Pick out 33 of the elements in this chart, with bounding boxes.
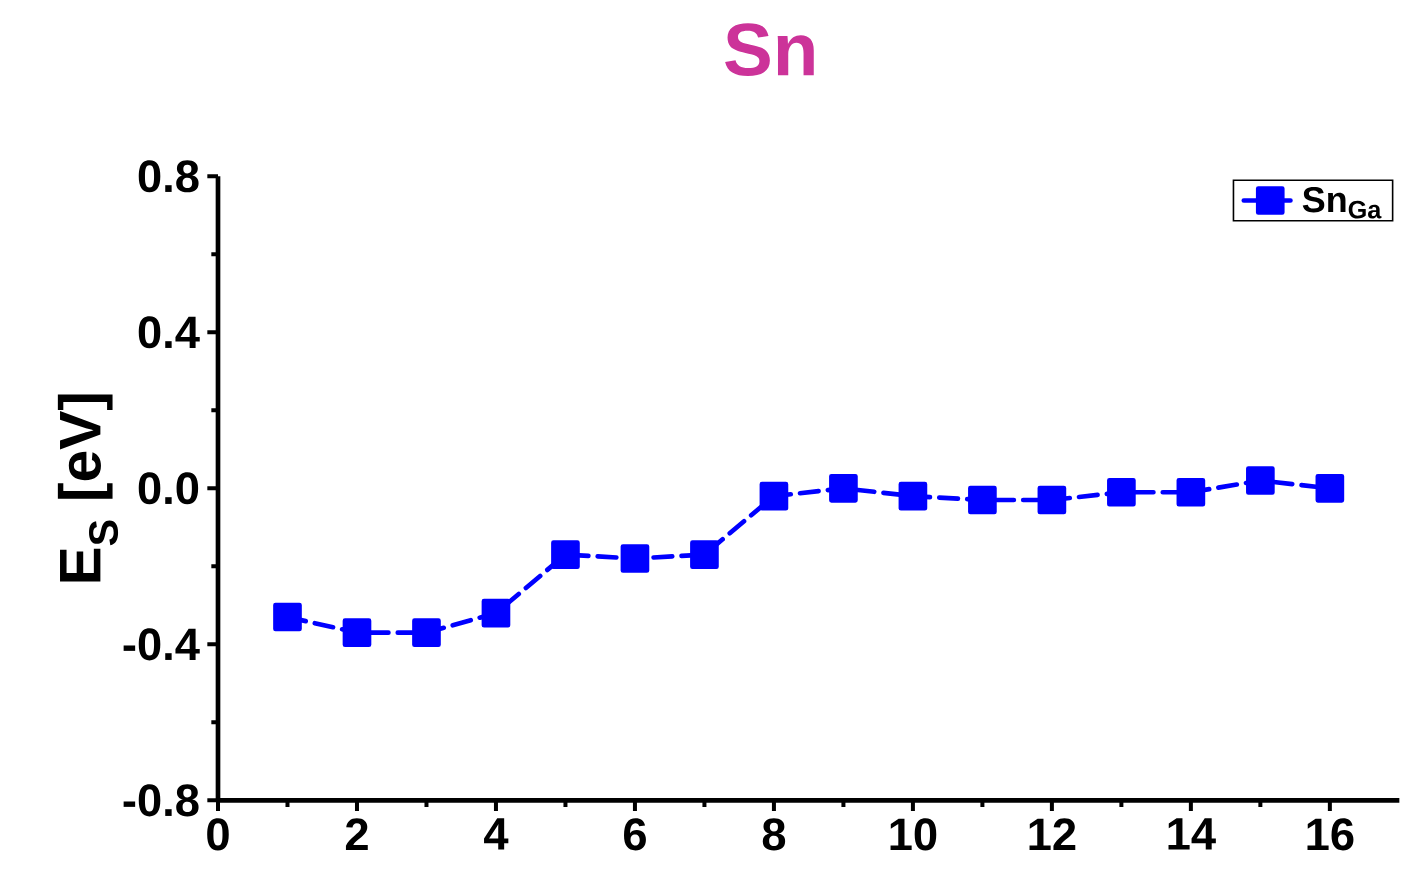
x-tick-label: 8 — [762, 818, 786, 851]
point — [481, 598, 511, 628]
point — [412, 618, 441, 647]
x-tick-label: 12 — [1029, 818, 1076, 851]
point — [342, 618, 372, 647]
x-tick-label: 16 — [1307, 818, 1354, 851]
point — [1315, 473, 1345, 503]
point — [898, 481, 928, 511]
point — [1176, 477, 1206, 507]
y-tick-label: 0.0 — [138, 472, 199, 505]
x-tick-label: 10 — [890, 818, 937, 851]
point — [620, 544, 650, 573]
point — [968, 485, 997, 515]
chart-title: Sn — [725, 23, 814, 77]
y-axis-title: E$_{S}$ [eV] — [57, 394, 119, 582]
x-tick-label: 14 — [1168, 818, 1216, 850]
y-tick-label: 0.8 — [138, 160, 199, 193]
y-tick-label: -0.8 — [123, 784, 199, 817]
y-tick-label: -0.4 — [123, 628, 200, 661]
x-tick-label: 2 — [345, 818, 368, 851]
point — [829, 473, 858, 503]
y-tick-label: 0.4 — [138, 316, 200, 349]
x-tick-label: 4 — [484, 818, 509, 850]
point — [690, 540, 719, 569]
point — [1246, 466, 1275, 495]
x-tick-label: 0 — [207, 818, 229, 851]
legend-label: Sn$_{Ga}$ — [1302, 186, 1382, 219]
x-tick-label: 6 — [624, 818, 646, 851]
point — [759, 481, 789, 511]
point — [273, 602, 302, 632]
point — [1037, 485, 1067, 515]
point — [1107, 477, 1136, 507]
point — [551, 540, 580, 569]
